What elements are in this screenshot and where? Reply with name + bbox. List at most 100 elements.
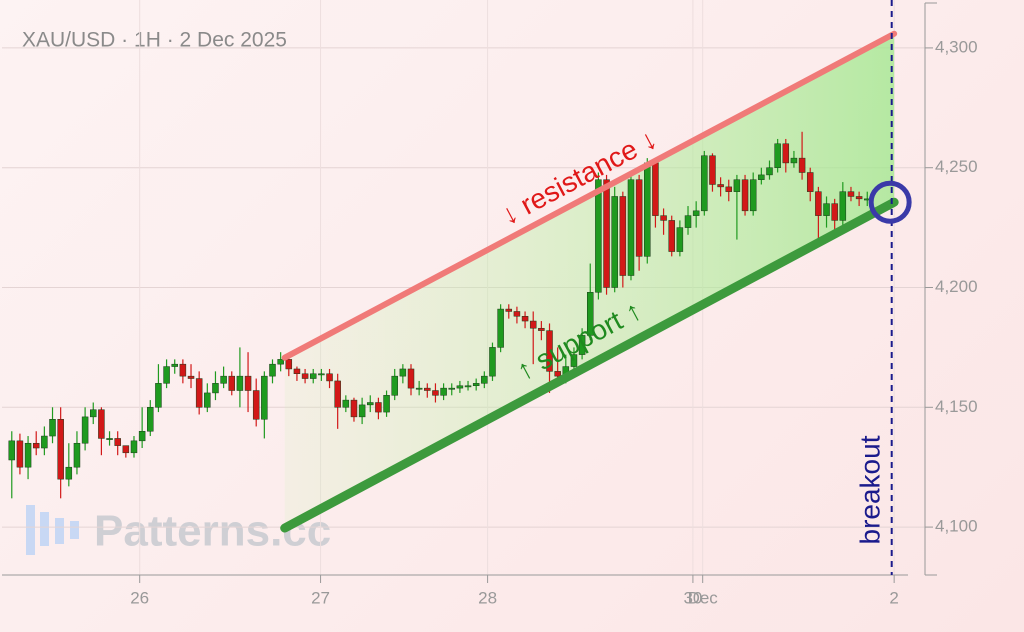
candle-body	[603, 179, 610, 288]
candle-body	[766, 167, 773, 176]
chart-title: XAU/USD · 1H · 2 Dec 2025	[22, 29, 287, 52]
x-tick-label: 2	[889, 588, 898, 607]
candle-body	[163, 366, 170, 384]
candle-body	[578, 335, 586, 355]
support-line	[280, 197, 899, 533]
candle-body	[65, 466, 73, 480]
candle-body	[424, 387, 431, 391]
candle-body	[228, 375, 236, 391]
candle-body	[725, 186, 733, 192]
candle-body	[684, 215, 692, 228]
candle-body	[269, 363, 276, 377]
x-tick-label: Dec	[688, 588, 719, 607]
candle-body	[81, 416, 89, 444]
candle-body	[399, 368, 407, 377]
candle-body	[138, 431, 146, 442]
candle-body	[749, 179, 757, 212]
candle-body	[24, 442, 32, 468]
candle-body	[676, 227, 684, 252]
x-tick-label: 26	[130, 588, 149, 607]
candle-body	[73, 442, 81, 468]
candle-body	[90, 409, 97, 418]
candle-body	[285, 359, 293, 370]
candle-body	[529, 320, 537, 329]
candle-body	[391, 375, 398, 396]
candle-body	[839, 191, 847, 221]
x-tick-label: 30	[683, 588, 702, 607]
candle-body	[790, 157, 798, 164]
candle-body	[717, 184, 724, 188]
candle-body	[733, 179, 741, 192]
candle-body	[49, 419, 56, 437]
candle-body	[774, 143, 781, 168]
candle-body	[32, 442, 40, 449]
candle-body	[350, 399, 358, 418]
x-tick-label: 28	[478, 588, 497, 607]
breakout-label: breakout	[854, 435, 885, 544]
candle-body	[220, 375, 227, 384]
y-tick-label: 4,250	[935, 157, 978, 176]
candle-body	[595, 179, 602, 293]
candle-body	[261, 375, 268, 420]
candle-body	[815, 191, 822, 216]
candle-body	[98, 409, 105, 439]
candle-body	[415, 387, 423, 390]
candle-body	[309, 373, 317, 379]
candle-body	[106, 438, 113, 440]
candle-body	[179, 363, 187, 377]
candle-body	[187, 375, 195, 379]
breakout-marker	[868, 180, 912, 224]
channel-fill	[284, 33, 895, 529]
candle-body	[57, 419, 64, 480]
candle-body	[367, 402, 374, 406]
candle-body	[652, 162, 659, 216]
candle-body	[195, 378, 203, 408]
candle-body	[644, 162, 651, 257]
candle-body	[709, 155, 716, 185]
candle-body	[212, 383, 219, 394]
candle-body	[472, 383, 480, 386]
candle-body	[358, 404, 366, 418]
candle-body	[277, 359, 284, 365]
candle-body	[293, 368, 301, 375]
y-tick-label: 4,150	[935, 397, 978, 416]
resistance-line	[281, 30, 898, 361]
candle-body	[171, 363, 178, 367]
candle-body	[252, 390, 260, 420]
candle-body	[41, 435, 48, 449]
watermark-icon	[26, 505, 79, 555]
candle-body	[635, 179, 643, 257]
candle-body	[847, 191, 855, 197]
candle-body	[823, 203, 830, 216]
candle-body	[456, 385, 464, 389]
candle-body	[16, 440, 24, 468]
candle-body	[301, 373, 309, 379]
candle-body	[692, 210, 700, 216]
candle-body	[481, 375, 488, 384]
candle-body	[570, 354, 578, 367]
candle-body	[122, 445, 130, 454]
candle-body	[521, 316, 529, 322]
candle-body	[741, 179, 749, 212]
candle-body	[334, 380, 341, 408]
candle-body	[758, 174, 765, 180]
candle-body	[782, 143, 790, 164]
candle-body	[236, 375, 244, 391]
candle-body	[668, 220, 675, 252]
candle-body	[204, 392, 211, 408]
y-tick-label: 4,100	[935, 517, 978, 536]
candle-body	[130, 440, 138, 454]
y-tick-label: 4,200	[935, 277, 978, 296]
candle-body	[806, 172, 814, 192]
candle-body	[798, 157, 806, 173]
candle-body	[497, 308, 504, 348]
candle-body	[505, 308, 513, 312]
candle-body	[538, 327, 545, 331]
candle-body	[440, 387, 447, 396]
candle-body	[489, 347, 496, 377]
candle-body	[701, 155, 708, 212]
candle-body	[342, 399, 350, 408]
candle-body	[114, 438, 121, 446]
candle-body	[432, 390, 439, 396]
y-tick-label: 4,300	[935, 37, 978, 56]
